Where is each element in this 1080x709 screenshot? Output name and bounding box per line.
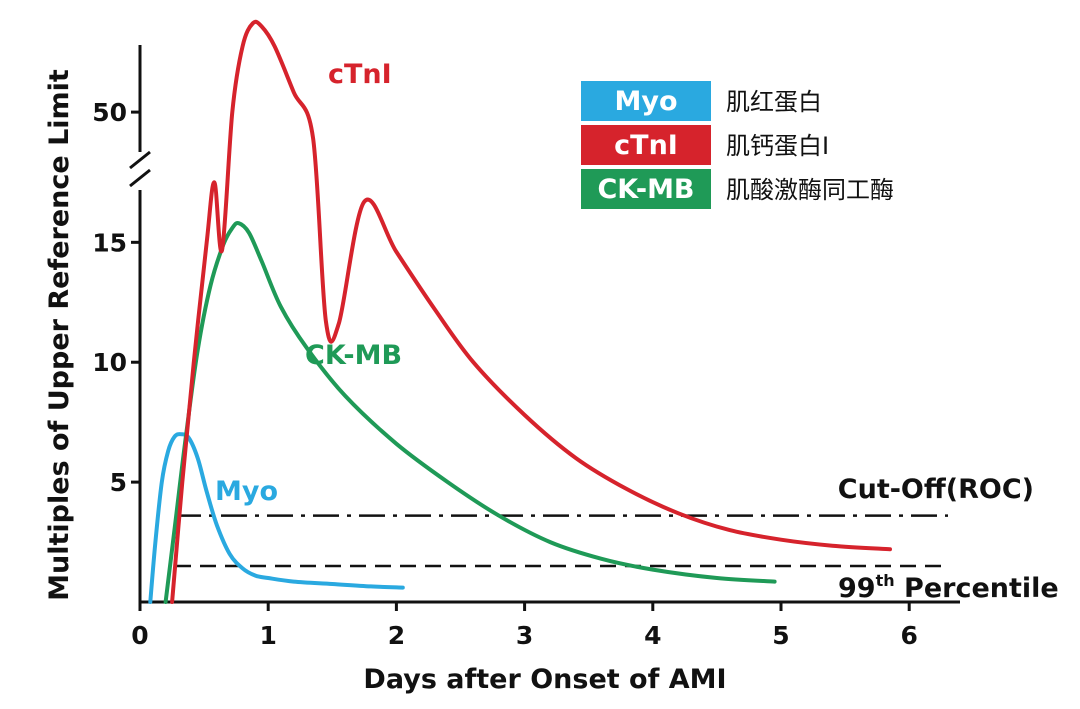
legend-description: 肌红蛋白 <box>726 88 822 116</box>
y-tick-label: 50 <box>92 98 127 127</box>
series-label-ck-mb: CK-MB <box>305 340 402 371</box>
series-lines <box>148 19 892 604</box>
x-tick-label: 3 <box>516 621 533 650</box>
x-tick-label: 4 <box>644 621 661 650</box>
axis-break-mark <box>129 168 151 188</box>
legend-swatch-myo <box>581 81 711 121</box>
series-labels: Myo CK-MB cTnI <box>215 59 402 507</box>
y-tick-label: 5 <box>110 468 127 497</box>
x-tick-label: 0 <box>131 621 148 650</box>
reference-lines: Cut-Off(ROC) 99th Percentile <box>175 474 1059 604</box>
legend-chip-label: Myo <box>614 86 677 117</box>
axes <box>129 45 960 604</box>
legend: Myo 肌红蛋白 cTnI 肌钙蛋白I CK-MB 肌酸激酶同工酶 <box>581 81 894 209</box>
cutoff-label: Cut-Off(ROC) <box>838 474 1034 505</box>
tick-labels: 0 1 2 3 4 5 6 5 10 15 50 <box>92 98 918 650</box>
x-axis-title: Days after Onset of AMI <box>363 664 726 695</box>
axis-break-mark <box>129 150 151 170</box>
x-tick-label: 2 <box>388 621 405 650</box>
series-line-ck-mb <box>163 221 777 604</box>
series-line-myo <box>148 432 405 604</box>
legend-description: 肌钙蛋白I <box>726 132 829 160</box>
legend-swatch-ctni <box>581 125 711 165</box>
legend-swatch-ck-mb <box>581 169 711 209</box>
percentile-label: 99th Percentile <box>838 571 1059 604</box>
legend-chip-label: cTnI <box>614 130 678 161</box>
legend-description: 肌酸激酶同工酶 <box>726 176 894 204</box>
x-tick-label: 6 <box>900 621 917 650</box>
y-axis-title: Multiples of Upper Reference Limit <box>44 69 75 601</box>
series-line-ctni <box>170 19 892 604</box>
x-tick-label: 1 <box>259 621 276 650</box>
y-tick-label: 15 <box>92 228 127 257</box>
series-label-myo: Myo <box>215 476 278 507</box>
series-label-ctni: cTnI <box>328 59 392 90</box>
legend-chip-label: CK-MB <box>597 174 694 205</box>
x-tick-label: 5 <box>772 621 789 650</box>
y-tick-label: 10 <box>92 348 127 377</box>
